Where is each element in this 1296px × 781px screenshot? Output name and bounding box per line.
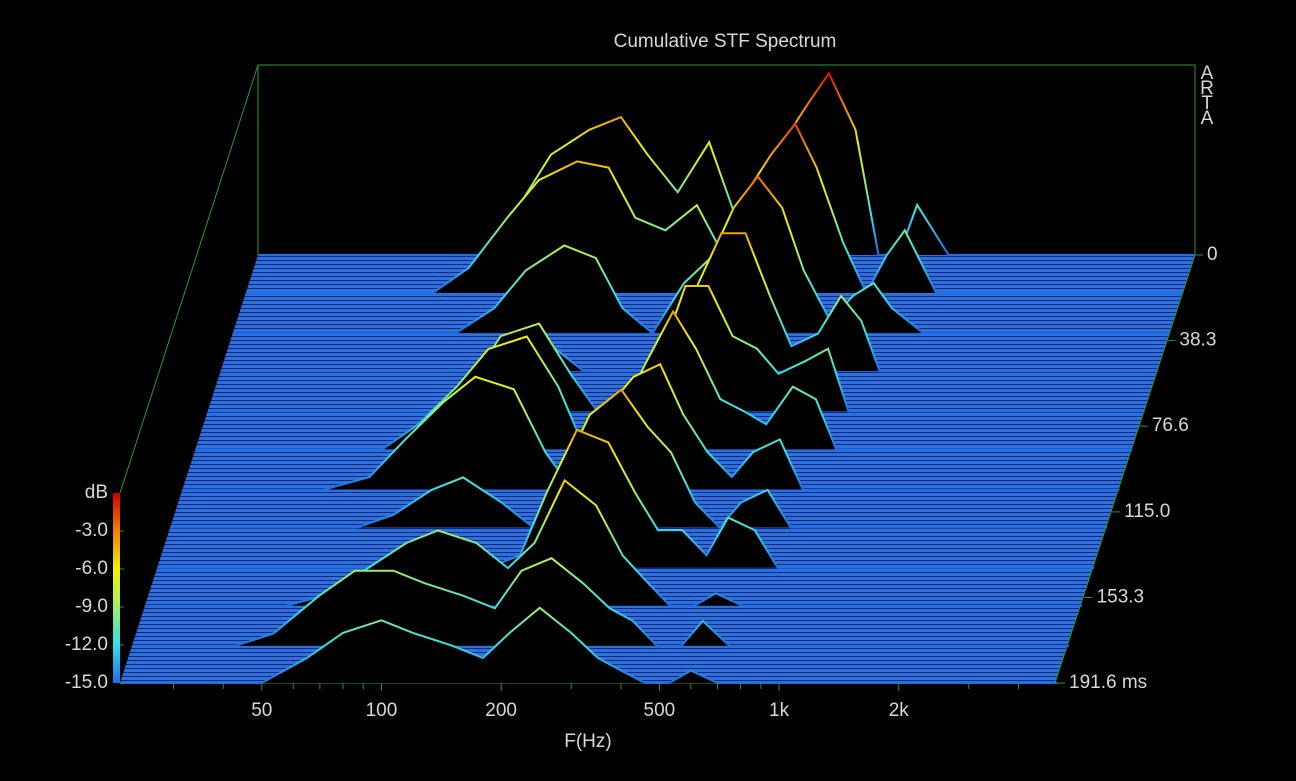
x-axis-label: F(Hz) — [564, 731, 611, 752]
slice-shadow — [157, 429, 1095, 568]
slice-shadow — [120, 607, 1057, 683]
slice-shadow — [258, 73, 1195, 256]
y-tick-label: 191.6 ms — [1069, 672, 1147, 693]
color-bar — [113, 493, 120, 683]
slice-shadow — [182, 364, 1120, 490]
x-tick-label: 500 — [644, 700, 676, 721]
side-edge — [119, 64, 259, 494]
x-tick-label: 2k — [889, 700, 910, 721]
z-tick-label: -9.0 — [75, 596, 108, 617]
slice-line — [258, 71, 1195, 256]
z-tick-label: -3.0 — [75, 520, 108, 541]
x-tick-label: 1k — [769, 700, 790, 721]
back-wall — [257, 64, 1196, 255]
slice-line — [120, 606, 1057, 684]
slice-line — [132, 557, 1069, 647]
slice-line — [195, 309, 1133, 451]
y-tick-label: 0 — [1207, 244, 1218, 265]
y-tick-label: 38.3 — [1179, 330, 1216, 351]
x-tick-label: 50 — [251, 700, 272, 721]
slice-line — [245, 121, 1183, 296]
slice-line — [170, 388, 1108, 530]
z-tick-label: -6.0 — [75, 558, 108, 579]
y-tick-label: 115.0 — [1124, 501, 1170, 522]
slice-line — [182, 362, 1120, 492]
z-axis-label: dB — [85, 482, 108, 503]
y-tick-label: 76.6 — [1152, 415, 1189, 436]
slice-shadow — [131, 558, 1069, 646]
watermark: ARTA — [1200, 63, 1214, 129]
z-tick-label: -15.0 — [65, 672, 108, 693]
x-tick-label: 100 — [366, 700, 398, 721]
slice-shadow — [170, 389, 1108, 528]
z-tick-label: -12.0 — [65, 634, 108, 655]
surface — [120, 71, 1195, 684]
y-tick-label: 153.3 — [1097, 586, 1145, 607]
chart-title: Cumulative STF Spectrum — [614, 31, 837, 52]
right-edge — [1054, 254, 1196, 684]
slice-line — [232, 174, 1170, 335]
slice-line — [157, 428, 1095, 569]
x-tick-label: 200 — [485, 700, 517, 721]
